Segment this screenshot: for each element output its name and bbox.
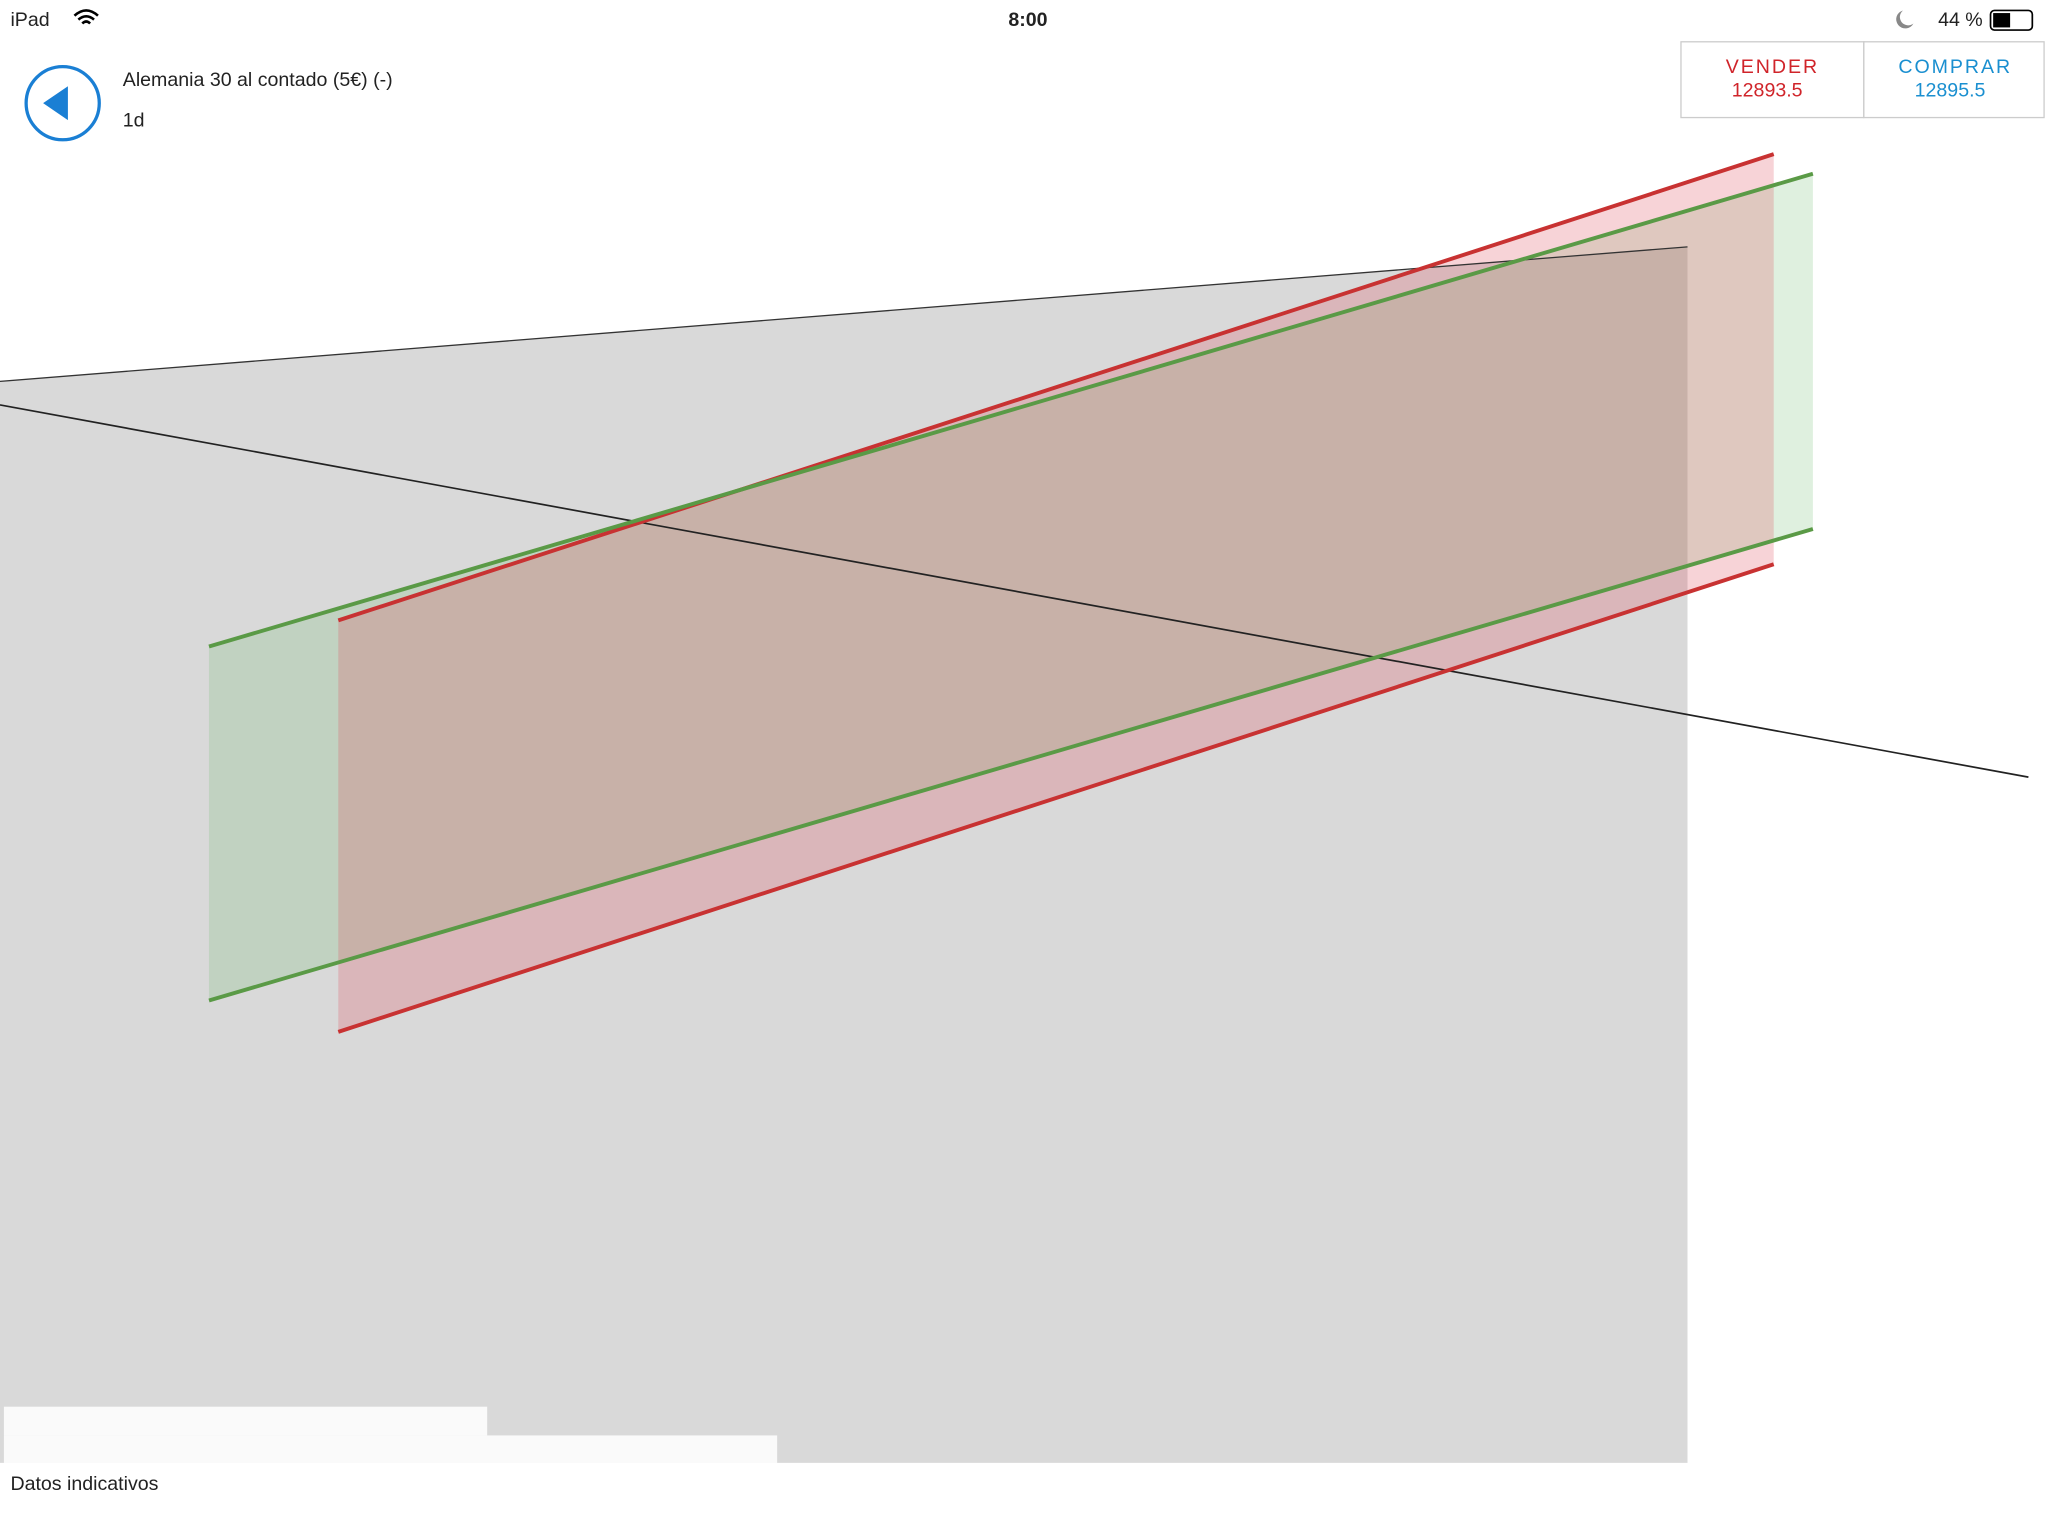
instrument: Alemania 30 al contado (5€) (-) [123, 69, 393, 91]
buy-label: COMPRAR [1898, 56, 2012, 78]
battery-level: 44 % [1938, 9, 1983, 31]
channel-line [208, 527, 1814, 1003]
timeline [0, 1465, 2048, 1536]
clock: 8:00 [1008, 9, 1047, 31]
trend-line [0, 404, 2029, 778]
green-channel [208, 173, 1813, 1001]
device: iPad [10, 9, 49, 31]
header: Alemania 30 al contado (5€) (-) 1d VENDE… [24, 41, 2045, 142]
trend-line [0, 246, 1688, 383]
timeframe[interactable]: 1d [123, 110, 145, 132]
sell-price: 12893.5 [1732, 80, 1803, 102]
moon-icon [1896, 10, 1914, 29]
stats-bg [3, 1406, 488, 1436]
battery-fill [1993, 13, 2011, 28]
channel-line [337, 562, 1775, 1034]
buy-button[interactable] [1863, 41, 2045, 119]
stats: Datos indicativos [3, 1406, 778, 1495]
wifi-icon [73, 9, 99, 25]
chart [0, 152, 2029, 1463]
timeline-bg [0, 1465, 2048, 1536]
buy-price: 12895.5 [1915, 80, 1986, 102]
channel-line [337, 152, 1775, 623]
grey-zone [0, 246, 1688, 1463]
note: Datos indicativos [10, 1473, 158, 1495]
battery-icon [1989, 9, 2034, 31]
stats-bg [3, 1435, 778, 1465]
channel-line [208, 171, 1814, 649]
red-channel [338, 154, 1774, 1032]
back-arrow [43, 86, 68, 121]
status-bar: iPad 8:00 44 % [0, 0, 2048, 40]
sell-label: VENDER [1726, 56, 1819, 78]
status-bg [0, 0, 2048, 40]
